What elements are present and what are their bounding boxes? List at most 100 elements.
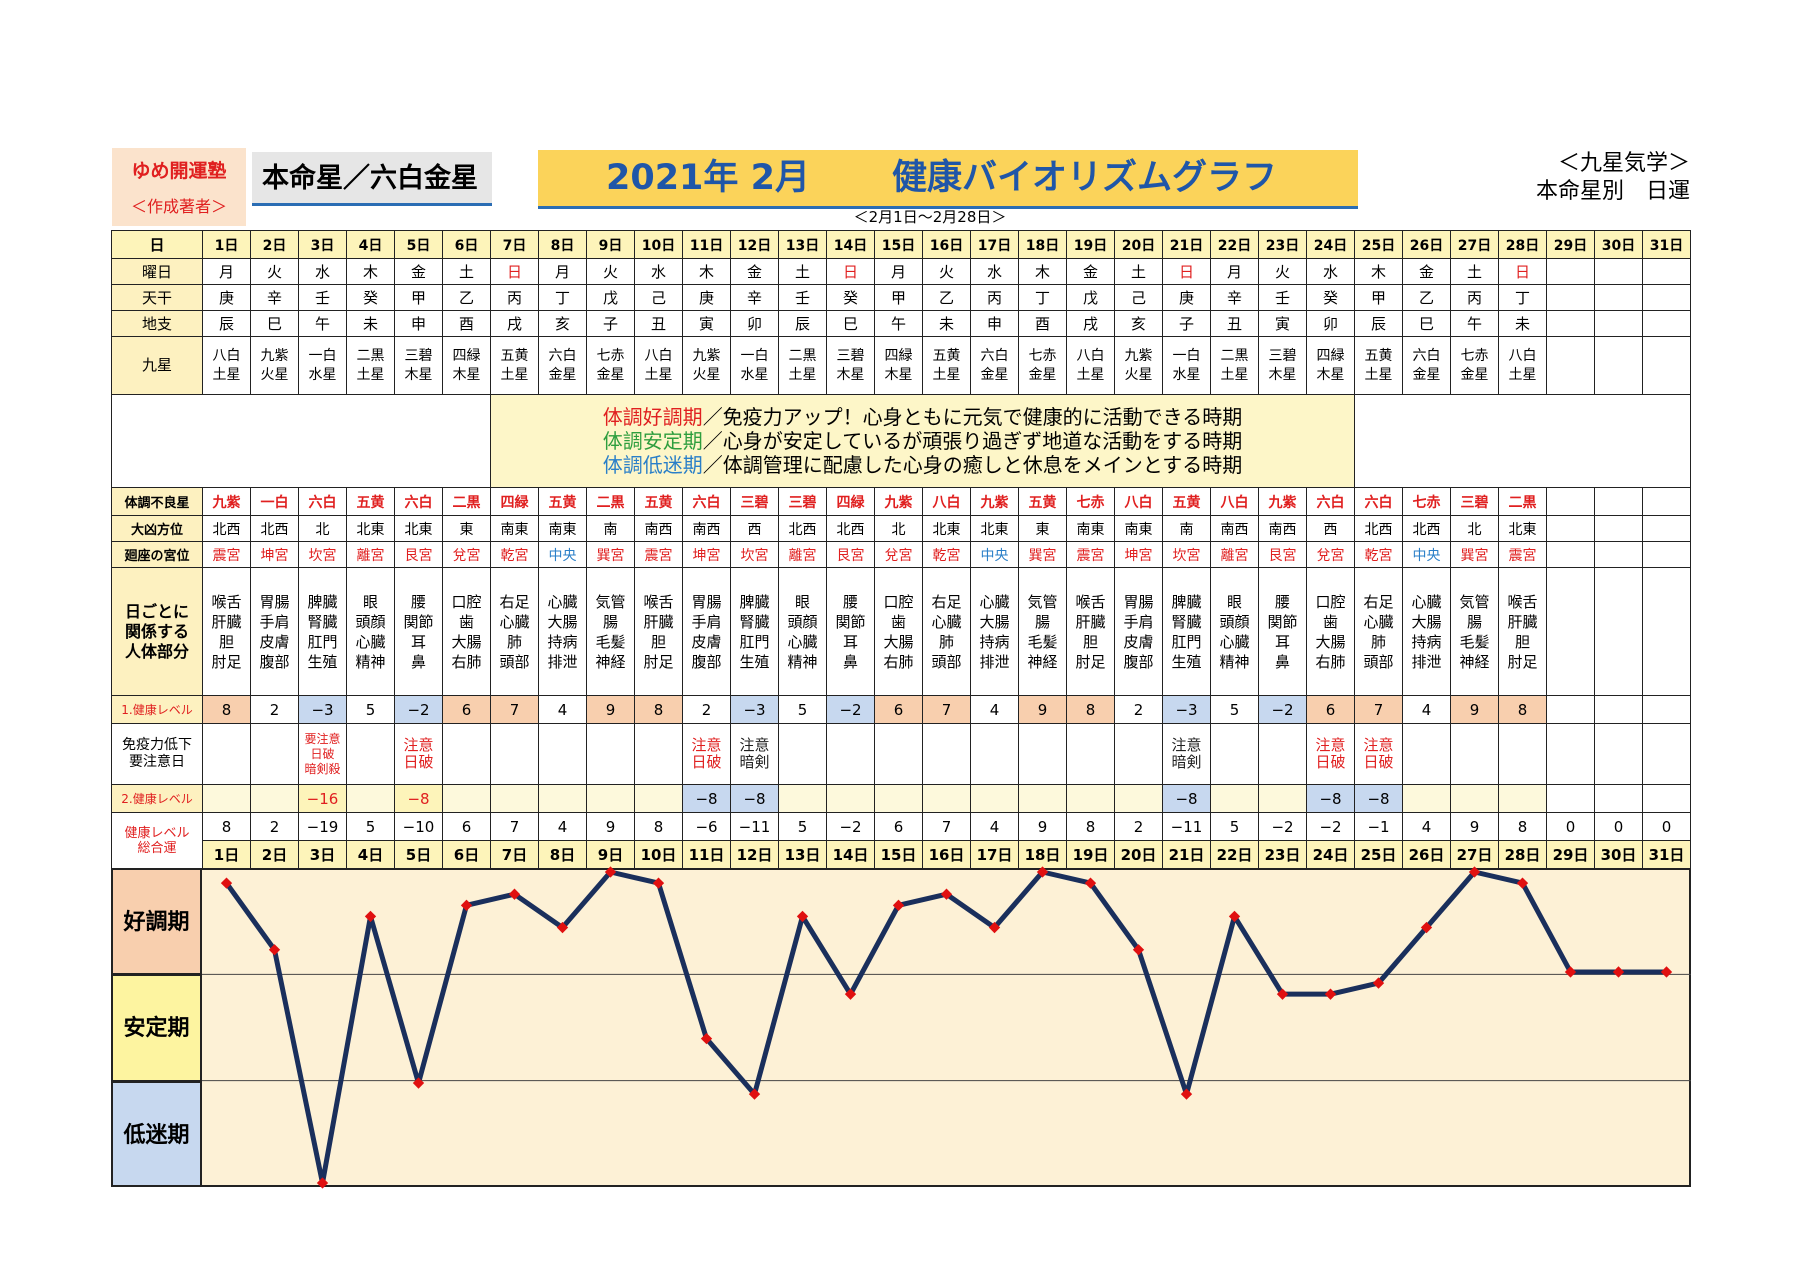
- body-part: 眼: [1226, 592, 1242, 611]
- bad-star-cell: 五黄: [346, 487, 395, 516]
- day-cell: 5日: [394, 230, 443, 259]
- total-cell: 2: [1114, 812, 1163, 841]
- weekday-cell: [1546, 258, 1595, 285]
- bad-star-cell: 四緑: [826, 487, 875, 516]
- data-point: [1084, 877, 1097, 889]
- kyusei-part: 五黄: [932, 347, 961, 364]
- body-part: 腸: [1034, 612, 1050, 631]
- level1-cell: −3: [1162, 695, 1211, 724]
- row-label-weekday: 曜日: [111, 258, 203, 285]
- level1-cell: 8: [202, 695, 251, 724]
- level2-cell: [442, 784, 491, 813]
- body-part-cell: 心臓 大腸 持病 排泄: [1402, 567, 1451, 696]
- body-part: 肘足: [211, 652, 242, 671]
- level1-cell: 6: [874, 695, 923, 724]
- body-part: 胃腸: [691, 592, 722, 611]
- kyusei-cell: 二黒 土星: [1210, 336, 1259, 395]
- day-cell: 26日: [1402, 230, 1451, 259]
- day-cell: 2日: [250, 230, 299, 259]
- chishi-cell: 寅: [1258, 310, 1307, 337]
- body-part: 腸: [1466, 612, 1482, 631]
- body-part: 生殖: [739, 652, 770, 671]
- immune-note: 注意: [739, 736, 770, 754]
- data-point: [316, 1177, 329, 1189]
- row-label-immune: 免疫力低下 要注意日: [111, 723, 203, 785]
- kyusei-part: 七赤: [1028, 347, 1057, 364]
- body-part: 喉舌: [643, 592, 674, 611]
- brand-subtitle: ＜作成著者＞: [130, 197, 227, 216]
- direction-cell: 南東: [1066, 515, 1115, 542]
- body-part: 肛門: [307, 632, 338, 651]
- kyusei-cell: 一白 水星: [1162, 336, 1211, 395]
- kyusei-part: 八白: [1508, 347, 1537, 364]
- direction-cell: 北東: [346, 515, 395, 542]
- kyusei-part: 四緑: [884, 347, 913, 364]
- bad-star-cell: 二黒: [1498, 487, 1547, 516]
- total-cell: −11: [730, 812, 779, 841]
- level2-cell: [1018, 784, 1067, 813]
- body-part: 持病: [547, 632, 578, 651]
- weekday-cell: 土: [442, 258, 491, 285]
- day-cell-bottom: 27日: [1450, 840, 1499, 869]
- kyusei-part: 五黄: [1364, 347, 1393, 364]
- body-part: 胆: [650, 632, 666, 651]
- body-part: 持病: [1411, 632, 1442, 651]
- body-part: 肝臓: [643, 612, 674, 631]
- day-cell: 24日: [1306, 230, 1355, 259]
- day-cell: 8日: [538, 230, 587, 259]
- immune-note: 暗剣: [1171, 753, 1202, 771]
- data-point: [508, 888, 521, 900]
- body-part: 持病: [979, 632, 1010, 651]
- chishi-cell: 子: [586, 310, 635, 337]
- legend-blank-right: [1354, 394, 1691, 488]
- kyusei-part: 二黒: [788, 347, 817, 364]
- day-cell-bottom: 30日: [1594, 840, 1643, 869]
- body-part: 鼻: [842, 652, 858, 671]
- body-part-cell: 眼頭顔 心臓 精神: [346, 567, 395, 696]
- body-part: 精神: [1219, 652, 1250, 671]
- body-part: 大腸: [547, 612, 578, 631]
- body-part: 耳: [410, 632, 426, 651]
- kyusei-part: 九紫: [692, 347, 721, 364]
- palace-cell: 艮宮: [394, 541, 443, 568]
- body-part-cell: 脾臓 腎臓 肛門 生殖: [730, 567, 779, 696]
- kyusei-part: 火星: [1124, 366, 1153, 383]
- body-part: 排泄: [547, 652, 578, 671]
- total-cell: 9: [1450, 812, 1499, 841]
- immune-cell: [490, 723, 539, 785]
- weekday-cell: 木: [682, 258, 731, 285]
- immune-note: 日破: [691, 753, 722, 771]
- weekday-cell: 土: [1114, 258, 1163, 285]
- kyusei-part: 一白: [1172, 347, 1201, 364]
- immune-cell: 注意 暗剣: [730, 723, 779, 785]
- level2-cell: [970, 784, 1019, 813]
- tenkan-cell: 壬: [298, 284, 347, 311]
- kyusei-part: 土星: [1508, 366, 1537, 383]
- brand-name: ゆめ開運塾: [131, 160, 227, 182]
- body-part: 心臓: [1411, 592, 1442, 611]
- immune-cell: 注意 日破: [1306, 723, 1355, 785]
- kyusei-part: 水星: [1172, 366, 1201, 383]
- data-point: [412, 1077, 425, 1089]
- kyusei-cell: 六白 金星: [1402, 336, 1451, 395]
- level2-cell: [1402, 784, 1451, 813]
- tenkan-cell: 辛: [730, 284, 779, 311]
- day-cell: 1日: [202, 230, 251, 259]
- data-point: [604, 866, 617, 878]
- kyusei-part: 木星: [404, 366, 433, 383]
- immune-note: 注意: [1315, 736, 1346, 754]
- bad-star-cell: 六白: [394, 487, 443, 516]
- palace-cell: 乾宮: [922, 541, 971, 568]
- direction-cell: [1546, 515, 1595, 542]
- weekday-cell: 日: [1162, 258, 1211, 285]
- body-part: 右肺: [451, 652, 482, 671]
- day-cell: 30日: [1594, 230, 1643, 259]
- day-cell-bottom: 8日: [538, 840, 587, 869]
- direction-cell: 北西: [1354, 515, 1403, 542]
- weekday-cell: 日: [490, 258, 539, 285]
- data-point: [1036, 866, 1049, 878]
- level1-cell: −2: [826, 695, 875, 724]
- day-cell-bottom: 23日: [1258, 840, 1307, 869]
- direction-cell: 北西: [250, 515, 299, 542]
- kyusei-cell: 三碧 木星: [1258, 336, 1307, 395]
